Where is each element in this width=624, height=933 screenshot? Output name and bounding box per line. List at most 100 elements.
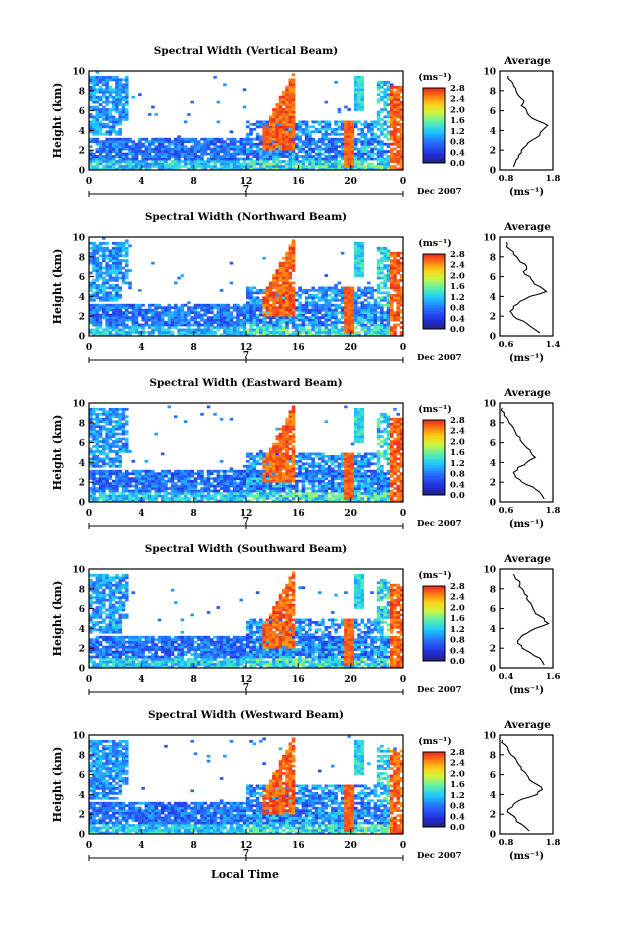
heatmap-cell bbox=[249, 289, 253, 292]
heatmap-cell bbox=[99, 249, 103, 252]
heatmap-cell bbox=[256, 304, 260, 307]
average-x-tick-label: 1.8 bbox=[546, 174, 561, 184]
heatmap-cell bbox=[351, 326, 355, 329]
heatmap-cell bbox=[96, 121, 100, 124]
heatmap-cell bbox=[298, 460, 302, 463]
heatmap-cell bbox=[96, 91, 100, 94]
heatmap-cell bbox=[125, 450, 129, 453]
heatmap-cell bbox=[223, 497, 227, 500]
heatmap-cell bbox=[220, 470, 224, 473]
heatmap-cell bbox=[285, 472, 289, 475]
heatmap-cell bbox=[125, 440, 129, 443]
heatmap-cell bbox=[105, 472, 109, 475]
heatmap-cell bbox=[138, 324, 142, 327]
heatmap-cell bbox=[249, 329, 253, 332]
heatmap-cell bbox=[279, 130, 283, 133]
heatmap-cell bbox=[105, 83, 109, 86]
heatmap-cell bbox=[171, 472, 175, 475]
heatmap-cell bbox=[194, 160, 198, 163]
heatmap-cell bbox=[269, 287, 273, 290]
heatmap-cell bbox=[393, 143, 397, 146]
heatmap-cell bbox=[370, 311, 374, 314]
heatmap-cell bbox=[370, 321, 374, 324]
heatmap-cell bbox=[125, 163, 129, 166]
heatmap-cell bbox=[109, 410, 113, 413]
heatmap-cell bbox=[292, 121, 296, 124]
heatmap-cell bbox=[269, 118, 273, 121]
colorbar-unit: (ms⁻¹) bbox=[418, 238, 452, 249]
heatmap-cell bbox=[259, 495, 263, 498]
heatmap-cell bbox=[164, 158, 168, 161]
heatmap-cell bbox=[292, 155, 296, 158]
heatmap-cell bbox=[125, 83, 129, 86]
heatmap-cell bbox=[105, 287, 109, 290]
heatmap-cell bbox=[256, 160, 260, 163]
heatmap-cell bbox=[164, 314, 168, 317]
heatmap-cell bbox=[351, 158, 355, 161]
heatmap-cell bbox=[285, 160, 289, 163]
heatmap-cell bbox=[377, 319, 381, 322]
heatmap-cell bbox=[145, 140, 149, 143]
heatmap-cell bbox=[96, 487, 100, 490]
heatmap-cell bbox=[351, 135, 355, 138]
heatmap-cell bbox=[279, 155, 283, 158]
heatmap-cell bbox=[282, 440, 286, 443]
heatmap-cell bbox=[318, 160, 322, 163]
heatmap-cell bbox=[285, 128, 289, 131]
heatmap-cell bbox=[207, 153, 211, 156]
heatmap-cell bbox=[233, 155, 237, 158]
heatmap-cell bbox=[96, 277, 100, 280]
heatmap-cell bbox=[148, 306, 152, 309]
heatmap-cell bbox=[213, 413, 217, 416]
heatmap-cell bbox=[118, 138, 122, 141]
heatmap-cell bbox=[315, 309, 319, 312]
heatmap-cell bbox=[115, 311, 119, 314]
heatmap-cell bbox=[292, 287, 296, 290]
heatmap-cell bbox=[396, 284, 400, 287]
heatmap-cell bbox=[259, 289, 263, 292]
heatmap-cell bbox=[374, 316, 378, 319]
x-tick-label: 20 bbox=[344, 177, 357, 187]
heatmap-cell bbox=[344, 130, 348, 133]
heatmap-cell bbox=[246, 477, 250, 480]
heatmap-cell bbox=[118, 316, 122, 319]
heatmap-cell bbox=[122, 247, 126, 250]
heatmap-cell bbox=[383, 277, 387, 280]
heatmap-cell bbox=[246, 309, 250, 312]
heatmap-cell bbox=[223, 475, 227, 478]
heatmap-cell bbox=[338, 138, 342, 141]
heatmap-cell bbox=[354, 291, 358, 294]
heatmap-cell bbox=[249, 480, 253, 483]
heatmap-cell bbox=[239, 475, 243, 478]
heatmap-cell bbox=[308, 331, 312, 334]
heatmap-cell bbox=[259, 138, 263, 141]
heatmap-cell bbox=[285, 125, 289, 128]
heatmap-cell bbox=[279, 284, 283, 287]
heatmap-cell bbox=[190, 487, 194, 490]
heatmap-cell bbox=[105, 88, 109, 91]
heatmap-cell bbox=[377, 101, 381, 104]
heatmap-cell bbox=[105, 108, 109, 111]
heatmap-cell bbox=[122, 91, 126, 94]
heatmap-cell bbox=[279, 440, 283, 443]
heatmap-cell bbox=[158, 138, 162, 141]
heatmap-cell bbox=[305, 140, 309, 143]
heatmap-cell bbox=[259, 299, 263, 302]
heatmap-cell bbox=[105, 443, 109, 446]
heatmap-cell bbox=[207, 324, 211, 327]
heatmap-cell bbox=[122, 448, 126, 451]
heatmap-cell bbox=[164, 321, 168, 324]
heatmap-cell bbox=[109, 457, 113, 460]
heatmap-cell bbox=[249, 123, 253, 126]
heatmap-cell bbox=[217, 155, 221, 158]
heatmap-cell bbox=[99, 88, 103, 91]
heatmap-cell bbox=[393, 269, 397, 272]
heatmap-cell bbox=[390, 329, 394, 332]
heatmap-cell bbox=[377, 331, 381, 334]
heatmap-cell bbox=[292, 316, 296, 319]
heatmap-cell bbox=[383, 96, 387, 99]
heatmap-cell bbox=[383, 101, 387, 104]
heatmap-cell bbox=[275, 269, 279, 272]
heatmap-cell bbox=[141, 314, 145, 317]
heatmap-cell bbox=[282, 299, 286, 302]
